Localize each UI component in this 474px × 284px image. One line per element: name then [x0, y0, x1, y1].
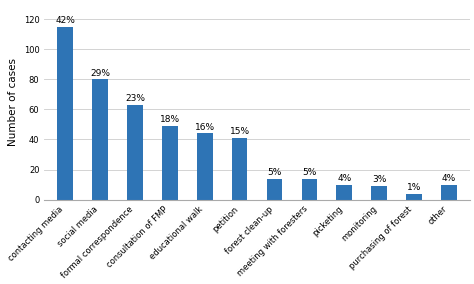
- Bar: [232, 138, 247, 200]
- Text: 1%: 1%: [407, 183, 421, 192]
- Bar: [337, 185, 352, 200]
- Text: 18%: 18%: [160, 115, 180, 124]
- Text: 15%: 15%: [229, 127, 250, 136]
- Text: 5%: 5%: [302, 168, 317, 177]
- Y-axis label: Number of cases: Number of cases: [8, 58, 18, 146]
- Text: 42%: 42%: [55, 16, 75, 25]
- Bar: [127, 105, 143, 200]
- Bar: [92, 79, 108, 200]
- Text: 16%: 16%: [195, 123, 215, 132]
- Bar: [162, 126, 178, 200]
- Text: 3%: 3%: [372, 175, 386, 184]
- Bar: [441, 185, 457, 200]
- Text: 4%: 4%: [337, 174, 351, 183]
- Text: 5%: 5%: [267, 168, 282, 177]
- Text: 23%: 23%: [125, 94, 145, 103]
- Bar: [57, 27, 73, 200]
- Text: 29%: 29%: [90, 68, 110, 78]
- Bar: [406, 194, 422, 200]
- Bar: [267, 179, 283, 200]
- Bar: [371, 186, 387, 200]
- Bar: [301, 179, 317, 200]
- Text: 4%: 4%: [442, 174, 456, 183]
- Bar: [197, 133, 213, 200]
